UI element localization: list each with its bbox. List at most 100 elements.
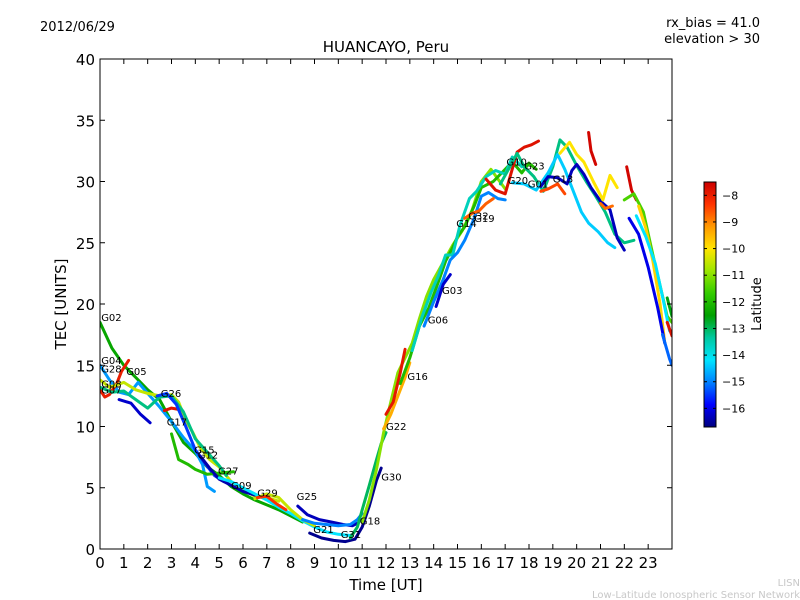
elevation-label: elevation > 30 (664, 32, 760, 47)
x-tick-label: 22 (615, 554, 634, 572)
satellite-label-g21: G21 (313, 525, 333, 536)
tec-trace-40 (665, 320, 672, 338)
x-tick-label: 3 (167, 554, 177, 572)
tec-trace-12 (255, 494, 288, 512)
tec-trace-36 (634, 214, 672, 333)
colorbar-tick-label: −12 (722, 296, 745, 309)
x-tick-label: 23 (639, 554, 658, 572)
org-long-label: Low-Latitude Ionospheric Sensor Network (592, 590, 800, 600)
tec-trace-19 (384, 347, 407, 416)
x-tick-label: 18 (519, 554, 538, 572)
tec-trace-6 (162, 406, 181, 413)
x-tick-label: 11 (353, 554, 372, 572)
x-axis: 0 1 2 3 4 5 6 7 8 9 10 11 12 13 14 15 16 17 18 19 20 21 22 23 (95, 59, 658, 572)
colorbar-label: Latitude (750, 277, 765, 331)
x-tick-label: 15 (448, 554, 467, 572)
satellite-label-g27: G27 (218, 466, 238, 477)
x-tick-label: 0 (95, 554, 105, 572)
tec-trace-7 (155, 391, 226, 484)
y-tick-label: 5 (85, 480, 95, 498)
tec-trace-2 (100, 358, 131, 399)
y-tick-label: 15 (76, 357, 95, 375)
satellite-label-g13: G13 (553, 175, 573, 186)
x-tick-label: 1 (119, 554, 129, 572)
satellite-label-g30: G30 (381, 472, 401, 483)
colorbar: −8 −9 −10 −11 −12 −13 −14 −15 −16 (703, 181, 745, 428)
tec-trace-28 (539, 162, 626, 252)
tec-trace-24 (463, 197, 495, 220)
y-tick-label: 10 (76, 419, 95, 437)
tec-trace-26 (498, 138, 636, 245)
satellite-label-g17: G17 (167, 417, 187, 428)
satellite-label-g08: G08 (101, 379, 121, 390)
satellite-label-g20: G20 (508, 176, 528, 187)
colorbar-tick-label: −13 (722, 322, 745, 335)
tec-trace-9 (198, 454, 257, 497)
date-label: 2012/06/29 (40, 20, 115, 35)
satellite-label-g15: G15 (194, 445, 214, 456)
colorbar-tick-label: −9 (722, 216, 738, 229)
y-tick-label: 25 (76, 235, 95, 253)
tec-trace-14 (301, 512, 364, 528)
tec-trace-5 (100, 385, 228, 477)
satellite-label-g29: G29 (257, 488, 277, 499)
y-tick-label: 40 (76, 51, 95, 69)
satellite-label-g19: G19 (474, 214, 494, 225)
x-tick-label: 21 (591, 554, 610, 572)
y-axis-label: TEC [UNITS] (52, 259, 70, 351)
satellite-label-g32: G32 (468, 212, 488, 223)
tec-trace-37 (627, 216, 667, 345)
satellite-label-g26: G26 (161, 389, 181, 400)
x-axis-label: Time [UT] (348, 576, 422, 594)
satellite-label-g04: G04 (101, 356, 121, 367)
tec-trace-29 (539, 182, 567, 196)
tec-trace-3 (100, 378, 281, 503)
x-tick-label: 9 (310, 554, 320, 572)
x-tick-label: 12 (376, 554, 395, 572)
satellite-label-g22: G22 (386, 422, 406, 433)
chart-title: HUANCAYO, Peru (323, 38, 449, 56)
satellite-label-g16: G16 (407, 372, 427, 383)
satellite-label-g09: G09 (231, 481, 251, 492)
tec-trace-30 (558, 140, 619, 202)
satellite-label-g10: G10 (506, 158, 526, 169)
tec-trace-8 (170, 432, 235, 476)
x-tick-label: 13 (400, 554, 419, 572)
tec-trace-31 (587, 131, 598, 166)
satellite-label-g31: G31 (341, 530, 361, 541)
y-tick-label: 20 (76, 296, 95, 314)
tec-trace-4 (117, 398, 152, 425)
colorbar-tick-label: −10 (722, 243, 745, 256)
satellite-label-g25: G25 (297, 492, 317, 503)
x-tick-label: 16 (472, 554, 491, 572)
satellite-label-g28: G28 (101, 365, 121, 376)
colorbar-gradient (703, 181, 717, 428)
colorbar-tick-label: −16 (722, 402, 745, 415)
colorbar-tick-label: −8 (722, 189, 738, 202)
satellite-label-g01: G01 (528, 180, 548, 191)
y-tick-label: 35 (76, 112, 95, 130)
tec-trace-39 (661, 333, 672, 367)
colorbar-tick-label: −14 (722, 349, 745, 362)
tec-trace-15 (308, 466, 383, 544)
y-tick-label: 30 (76, 174, 95, 192)
colorbar-tick-label: −11 (722, 269, 745, 282)
tec-trace-20 (398, 160, 538, 386)
x-tick-label: 2 (143, 554, 153, 572)
plot-data (100, 131, 672, 544)
colorbar-tick-label: −15 (722, 376, 745, 389)
x-tick-label: 5 (214, 554, 224, 572)
tec-trace-32 (599, 202, 614, 210)
satellite-label-g06: G06 (428, 316, 448, 327)
x-tick-label: 14 (424, 554, 443, 572)
tec-trace-23 (434, 273, 452, 308)
satellite-label-g07: G07 (101, 385, 121, 396)
tec-trace-21 (410, 155, 524, 353)
satellite-label-g12: G12 (198, 450, 218, 461)
x-tick-label: 20 (567, 554, 586, 572)
x-tick-label: 7 (262, 554, 272, 572)
satellite-label-g03: G03 (442, 286, 462, 297)
y-tick-label: 0 (85, 541, 95, 559)
